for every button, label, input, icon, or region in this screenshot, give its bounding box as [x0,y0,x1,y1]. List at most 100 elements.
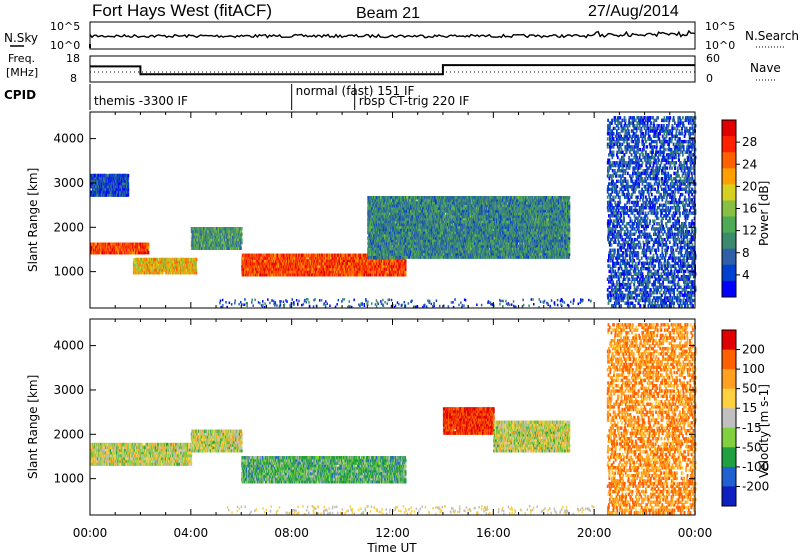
power-heat-cell-2 [200,232,203,236]
power-heat-cell-3 [360,267,363,271]
freq-left-bottom: 8 [70,72,77,85]
power-heat-cell-3 [262,256,265,260]
power-heat-cell-2 [204,235,207,239]
power-heat-cell-1 [183,257,186,262]
power-heat-cell-2 [239,243,242,248]
power-heat-cell-2 [209,246,212,250]
power-heat-cell-3 [263,267,266,271]
power-heat-cell-1 [134,265,137,270]
power-heat-cell-2 [209,240,212,245]
power-heat-cell-2 [208,243,211,248]
power-heat-cell-3 [337,264,339,269]
power-heat-cell-3 [274,256,276,260]
power-heat-cell-3 [291,256,294,260]
power-heat-cell-3 [318,259,321,263]
power-heat-cell-2 [206,246,208,250]
power-heat-cell-3 [332,262,335,266]
nsearch-label: N.Search [745,29,799,43]
power-heat-cell-3 [317,256,320,260]
power-heat-cell-1 [190,270,193,275]
power-heat-cell-2 [212,229,215,234]
power-heat-cell-3 [277,273,279,277]
power-heat-cell-3 [365,264,368,269]
power-heat-cell-2 [220,232,223,236]
noise-left-top: 10^5 [50,20,80,33]
power-heat-cell-1 [195,268,198,272]
power-heat-cell-1 [148,260,151,264]
power-heat-cell-3 [364,270,367,274]
power-heat-cell-3 [324,267,327,271]
power-heat-cell-1 [150,257,153,262]
noise-right-bottom: 10^0 [705,39,735,52]
power-heat-cell-2 [240,240,243,245]
power-heat-cell-2 [229,232,232,236]
power-heat-cell-2 [224,243,227,248]
power-heat-cell-3 [257,256,259,260]
power-heat-cell-3 [247,273,249,277]
power-heat-cell-1 [190,257,193,262]
power-heat-cell-3 [344,273,347,277]
power-heat-cell-2 [227,238,229,242]
power-heat-cell-2 [212,240,215,245]
power-heat-cell-2 [195,235,198,239]
freq-label: Freq. [8,52,35,65]
power-heat-cell-3 [247,270,249,274]
power-heat-cell-3 [367,259,370,263]
power-heat-cell-2 [228,235,231,239]
power-heat-cell-2 [211,232,213,236]
date-title: 27/Aug/2014 [588,3,679,20]
power-heat-cell-3 [328,273,330,277]
power-heat-cell-3 [254,264,257,269]
power-heat-cell-0 [144,250,147,255]
power-heat-cell-3 [316,264,319,269]
power-heat-cell-3 [343,259,346,263]
power-heat-cell-3 [242,270,245,274]
power-heat-cell-2 [234,232,237,236]
power-heat-cell-3 [248,256,251,260]
power-heat-cell-3 [353,259,356,263]
power-heat-cell-2 [230,229,233,234]
power-heat-cell-3 [250,270,253,274]
power-heat-cell-2 [238,232,241,236]
power-heat-cell-3 [351,253,354,258]
power-heat-cell-3 [319,262,321,266]
power-heat-cell-1 [133,257,136,262]
power-heat-cell-1 [182,260,185,264]
power-heat-cell-3 [253,267,256,271]
power-heat-cell-3 [253,270,256,274]
power-heat-cell-1 [185,265,187,270]
power-heat-cell-3 [372,262,375,266]
power-heat-cell-1 [161,270,164,275]
power-heat-cell-3 [241,259,244,263]
power-heat-cell-3 [287,259,289,263]
power-heat-cell-3 [342,262,344,266]
power-heat-cell-1 [195,257,198,262]
power-heat-cell-2 [220,243,223,248]
power-heat-cell-0 [143,245,146,249]
power-heat-cell-3 [303,267,306,271]
power-heat-cell-3 [270,262,273,266]
power-heat-cell-1 [135,260,137,264]
power-heat-cell-2 [240,235,243,239]
power-heat-cell-0 [147,250,150,255]
power-heat-cell-1 [176,265,178,270]
power-heat-cell-2 [232,232,235,236]
power-heat-cell-2 [240,229,243,234]
power-heat-cell-3 [291,270,294,274]
power-heat-cell-2 [240,227,243,231]
power-heat-cell-3 [294,273,296,277]
power-heat-cell-1 [156,257,159,262]
power-heat-cell-0 [106,245,109,249]
power-heat-cell-3 [242,259,245,263]
power-heat-cell-3 [260,256,263,260]
power-heat-cell-2 [200,227,203,231]
power-heat-cell-3 [297,267,299,271]
power-heat-cell-3 [272,262,275,266]
freq-left-top: 18 [66,52,80,65]
power-heat-cell-3 [356,253,359,258]
power-heat-cell-3 [313,262,316,266]
power-heat-cell-1 [144,268,147,272]
power-heat-cell-1 [192,270,195,275]
power-heat-cell-3 [361,259,364,263]
